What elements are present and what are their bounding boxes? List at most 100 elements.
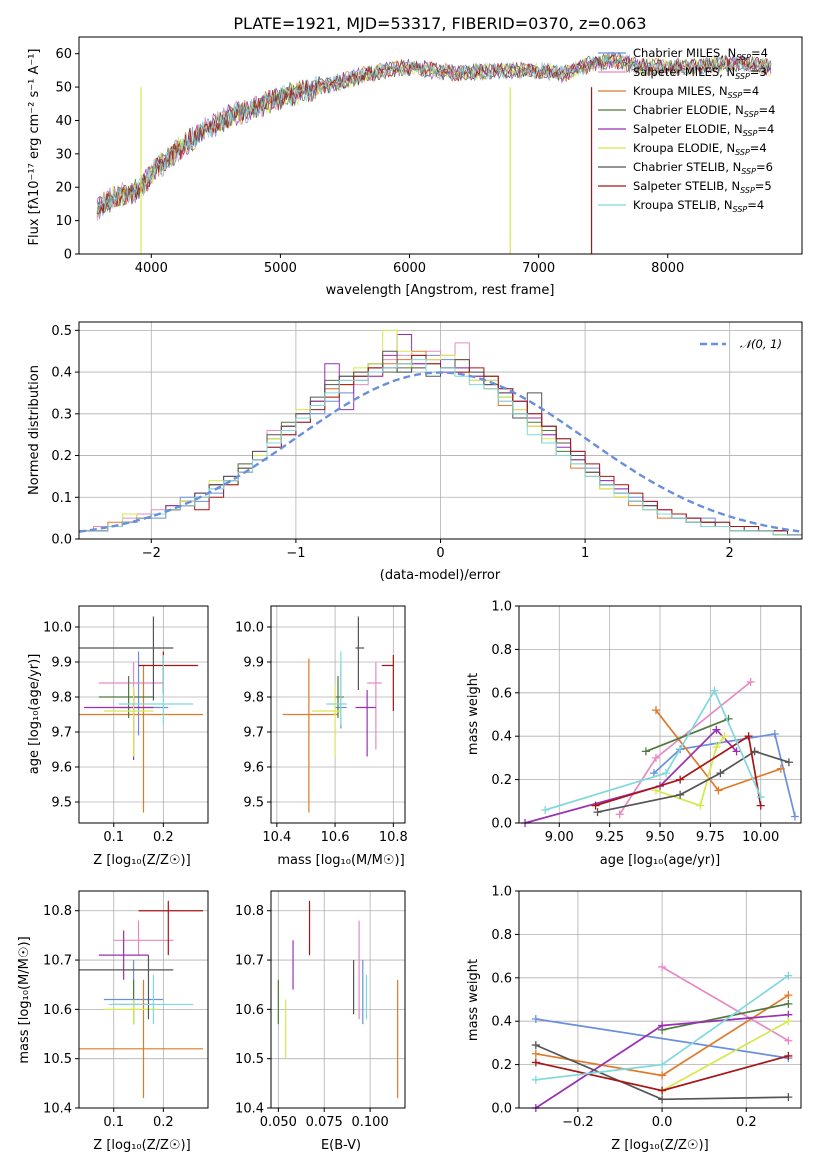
legend-entry: Salpeter STELIB, NSSP=5 [633,179,772,195]
spectrum-ytick-label: 40 [55,114,72,129]
weight-z-frame [518,890,802,1109]
weight-z-marker [784,1036,793,1045]
weight-age-marker [615,810,624,819]
residual-ytick-label: 0.2 [51,449,72,464]
spectrum-xtick-label: 5000 [264,261,297,276]
histogram-step [79,354,802,536]
mass-z-ytick-label: 10.4 [43,1102,72,1117]
residual-ytick-label: 0.1 [51,491,72,506]
age-mass-xlabel: mass [log₁₀(M/M☉)] [277,853,404,868]
weight-z-marker [784,971,793,980]
residual-xlabel: (data-model)/error [380,568,501,583]
spectrum-xtick-label: 4000 [135,261,168,276]
histogram-group [79,329,802,536]
residual-ylabel: Normed distribution [27,365,42,495]
residual-xtick-label: −2 [142,546,161,561]
weight-z-line [535,1018,789,1059]
weight-age-marker [676,775,685,784]
weight-age-xlabel: age [log₁₀(age/yr)] [600,853,721,868]
mass-z-frame [78,890,209,1109]
age-z-points [79,616,204,813]
weight-z-marker [784,991,793,1000]
weight-z-marker [658,1060,667,1069]
weight-z-ytick-label: 1.0 [491,885,512,900]
weight-age-marker [716,769,725,778]
mass-ebv-xtick-label: 0.075 [306,1115,343,1130]
weight-age-marker [744,732,753,741]
age-mass-ytick-label: 9.5 [243,796,264,811]
weight-z-marker [658,1071,667,1080]
weight-age-xtick-label: 9.25 [595,830,624,845]
mass-ebv-xtick-label: 0.050 [260,1115,297,1130]
weight-z-marker [784,1051,793,1060]
age-mass-ytick-label: 9.9 [243,656,264,671]
weight-z-marker [658,1086,667,1095]
weight-z-xtick-label: 0.0 [652,1115,673,1130]
weight-z-line [661,1020,789,1092]
weight-vs-z-panel: Z [log₁₀(Z/Z☉)] mass weight −0.2 0.0 0.2 0.… [466,885,802,1153]
gaussian-legend-label: 𝒩(0, 1) [740,337,782,351]
age-z-xtick-label: 0.1 [103,830,124,845]
weight-z-line [661,966,789,1042]
weight-age-line [524,728,738,824]
spectrum-line [96,52,772,212]
spectrum-ytick-label: 30 [55,147,72,162]
weight-age-lines [521,677,799,827]
weight-z-marker [658,1021,667,1030]
weight-age-ytick-label: 0.0 [491,817,512,832]
weight-age-marker [712,743,721,752]
weight-z-ylabel: mass weight [466,959,481,1041]
weight-z-ytick-label: 0.6 [491,971,512,986]
residual-xtick-label: 0 [436,546,444,561]
age-mass-xtick-label: 10.8 [379,830,408,845]
weight-vs-age-panel: age [log₁₀(age/yr)] mass weight 9.00 9.25… [466,600,802,868]
mass-z-xtick-label: 0.1 [103,1115,124,1130]
mass-ebv-xtick-label: 0.100 [352,1115,389,1130]
weight-z-xtick-label: −0.2 [562,1115,594,1130]
weight-z-marker [531,1041,540,1050]
weight-z-marker [658,962,667,971]
weight-age-xtick-label: 9.00 [545,830,574,845]
mass-vs-z-panel: Z [log₁₀(Z/Z☉)] mass [log₁₀(M/M☉)] 0.1 0.… [17,890,209,1153]
weight-age-marker [790,812,799,821]
weight-z-marker [658,1095,667,1104]
weight-age-ytick-label: 0.2 [491,773,512,788]
age-z-ytick-label: 9.5 [51,796,72,811]
mass-z-points [79,900,204,1099]
weight-z-ytick-label: 0.0 [491,1102,512,1117]
weight-age-marker [676,790,685,799]
weight-age-ytick-label: 1.0 [491,600,512,615]
weight-age-marker [756,801,765,810]
age-mass-ytick-label: 9.7 [243,726,264,741]
spectrum-lines [96,51,772,254]
age-vs-mass-panel: mass [log₁₀(M/M☉)] 10.4 10.6 10.8 9.5 9.6 9.7… [235,605,408,868]
weight-age-marker [714,786,723,795]
mass-ebv-frame [270,890,406,1109]
spectrum-line [97,52,772,215]
weight-age-marker [732,747,741,756]
spectrum-xlabel: wavelength [Angstrom, rest frame] [326,283,555,298]
weight-z-marker [531,1075,540,1084]
residual-ytick-label: 0.0 [51,533,72,548]
weight-age-marker [641,747,650,756]
mass-z-xtick-label: 0.2 [153,1115,174,1130]
spectrum-ylabel: Flux [fλ10⁻¹⁷ erg cm⁻² s⁻¹ A⁻¹] [27,49,42,246]
weight-age-marker [776,764,785,773]
age-z-ytick-label: 10.0 [43,621,72,636]
mass-ebv-xlabel: E(B-V) [321,1138,361,1153]
age-mass-ytick-label: 9.6 [243,761,264,776]
mass-vs-ebv-panel: E(B-V) 0.050 0.075 0.100 10.4 10.5 10.6 10.7 10… [235,890,406,1153]
age-z-ylabel: age [log₁₀(age/yr)] [27,654,42,775]
age-mass-xtick-label: 10.4 [262,830,291,845]
weight-age-marker [770,730,779,739]
weight-age-marker [651,753,660,762]
weight-age-marker [662,769,671,778]
mass-ebv-ytick-label: 10.4 [235,1102,264,1117]
weight-age-marker [541,805,550,814]
residual-histogram-panel: (data-model)/error Normed distribution 𝒩… [27,321,803,583]
weight-z-ytick-label: 0.4 [491,1015,512,1030]
mass-z-xlabel: Z [log₁₀(Z/Z☉)] [93,1138,190,1153]
legend-entry: Salpeter ELODIE, NSSP=4 [633,122,774,138]
histogram-step [79,359,802,536]
age-z-xlabel: Z [log₁₀(Z/Z☉)] [93,853,190,868]
